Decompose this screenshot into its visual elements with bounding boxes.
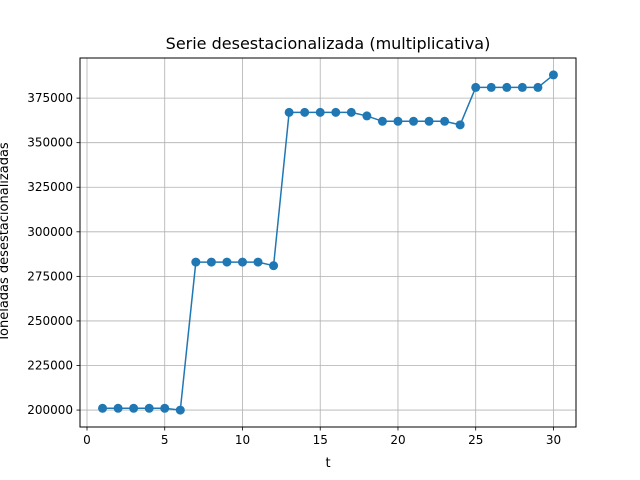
data-point — [175, 405, 185, 415]
data-point — [377, 116, 387, 126]
data-point — [548, 70, 558, 80]
data-point — [502, 82, 512, 92]
x-tick-label: 20 — [390, 433, 405, 447]
data-point — [98, 403, 108, 413]
data-point — [113, 403, 123, 413]
y-tick-label: 375000 — [27, 91, 73, 105]
x-axis-label: t — [325, 456, 330, 471]
data-point — [424, 116, 434, 126]
data-point — [160, 403, 170, 413]
data-point — [191, 257, 201, 267]
y-tick-label: 325000 — [27, 180, 73, 194]
x-tick-label: 5 — [161, 433, 169, 447]
data-point — [300, 107, 310, 117]
data-point — [129, 403, 139, 413]
data-point — [455, 120, 465, 130]
chart-title: Serie desestacionalizada (multiplicativa… — [166, 34, 491, 53]
data-point — [206, 257, 216, 267]
plot-frame — [79, 57, 577, 428]
data-point — [471, 82, 481, 92]
axis-ticks: 0 5 10 15 20 25 30 200000 225000 250000 275000 3000… — [27, 91, 561, 447]
data-point — [346, 107, 356, 117]
y-tick-label: 225000 — [27, 359, 73, 373]
data-point — [533, 82, 543, 92]
data-point — [440, 116, 450, 126]
series — [98, 70, 558, 415]
x-tick-label: 10 — [235, 433, 250, 447]
y-tick-label: 300000 — [27, 225, 73, 239]
data-point — [315, 107, 325, 117]
data-point — [237, 257, 247, 267]
data-point — [393, 116, 403, 126]
y-axis-label: Toneladas desestacionalizadas — [0, 142, 12, 343]
y-tick-label: 275000 — [27, 269, 73, 283]
x-tick-label: 15 — [313, 433, 328, 447]
y-tick-label: 250000 — [27, 314, 73, 328]
data-point — [222, 257, 232, 267]
data-point — [409, 116, 419, 126]
data-point — [486, 82, 496, 92]
data-point — [284, 107, 294, 117]
x-tick-label: 30 — [546, 433, 561, 447]
data-point — [253, 257, 263, 267]
x-tick-label: 25 — [468, 433, 483, 447]
data-point — [269, 261, 279, 271]
data-point — [144, 403, 154, 413]
data-point — [331, 107, 341, 117]
y-tick-label: 200000 — [27, 403, 73, 417]
data-point — [362, 111, 372, 121]
data-point — [517, 82, 527, 92]
x-tick-label: 0 — [83, 433, 91, 447]
y-tick-label: 350000 — [27, 136, 73, 150]
